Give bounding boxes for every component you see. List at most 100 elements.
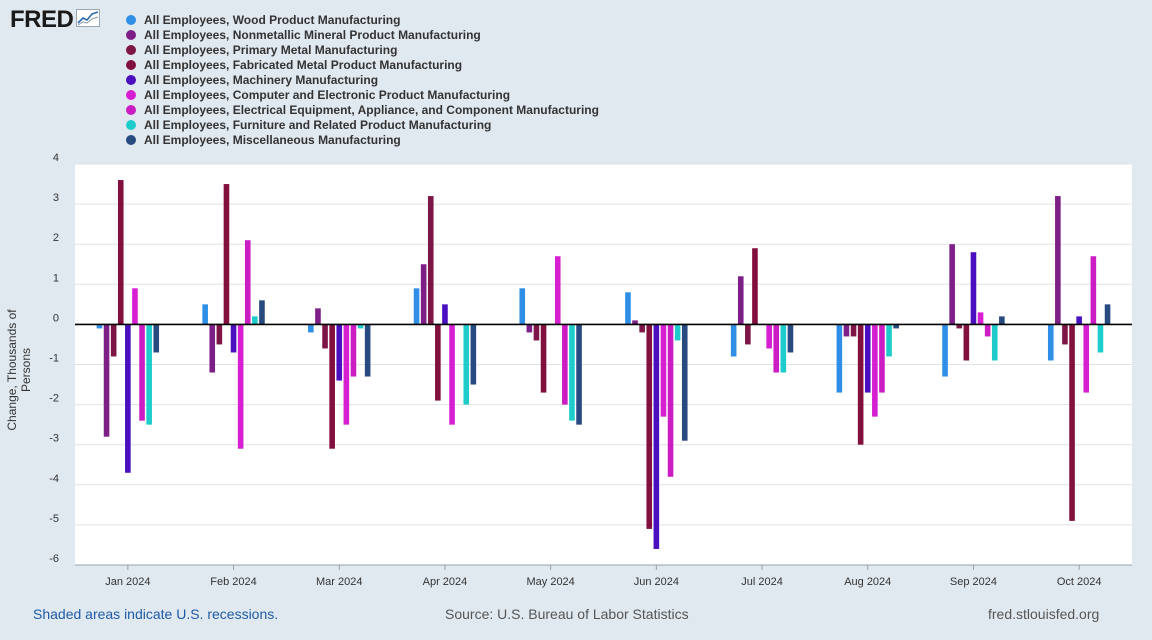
legend-item[interactable]: All Employees, Electrical Equipment, App… xyxy=(126,102,599,117)
legend-label: All Employees, Nonmetallic Mineral Produ… xyxy=(144,27,481,42)
bar xyxy=(413,288,420,325)
bar xyxy=(942,324,948,377)
bar xyxy=(1055,196,1061,325)
bar xyxy=(237,324,244,449)
bar xyxy=(625,292,631,325)
bar xyxy=(252,316,258,325)
bar xyxy=(653,324,660,549)
bar xyxy=(843,324,850,337)
site-url[interactable]: fred.stlouisfed.org xyxy=(988,606,1100,622)
bar xyxy=(667,324,674,477)
legend-item[interactable]: All Employees, Furniture and Related Pro… xyxy=(126,117,599,132)
bar xyxy=(893,324,899,329)
bar xyxy=(836,324,843,393)
x-tick-label: Feb 2024 xyxy=(210,576,256,588)
legend-item[interactable]: All Employees, Primary Metal Manufacturi… xyxy=(126,42,599,57)
legend-label: All Employees, Electrical Equipment, App… xyxy=(144,102,599,117)
fred-line-chart-icon xyxy=(76,6,101,34)
bar xyxy=(970,252,977,325)
bar xyxy=(202,304,208,325)
bar xyxy=(315,308,321,325)
bar xyxy=(519,288,526,325)
bar xyxy=(322,324,328,349)
y-tick-label: 1 xyxy=(53,272,59,284)
legend-item[interactable]: All Employees, Wood Product Manufacturin… xyxy=(126,12,599,27)
bar xyxy=(569,324,575,421)
y-tick-label: 3 xyxy=(53,192,59,204)
bar xyxy=(963,324,970,361)
bar xyxy=(442,304,448,325)
bar xyxy=(230,324,237,353)
legend-label: All Employees, Machinery Manufacturing xyxy=(144,72,379,87)
fred-logo-text: FRED xyxy=(10,6,74,33)
x-tick-label: Jul 2024 xyxy=(741,576,783,588)
fred-logo[interactable]: FRED xyxy=(10,6,101,34)
bar xyxy=(956,324,963,329)
bar xyxy=(1076,316,1082,325)
bar xyxy=(576,324,582,425)
x-tick-label: Sep 2024 xyxy=(950,576,997,588)
bar xyxy=(110,324,117,357)
bar xyxy=(364,324,371,377)
bar xyxy=(1104,304,1111,325)
bar xyxy=(752,248,758,325)
legend-label: All Employees, Wood Product Manufacturin… xyxy=(144,12,401,27)
bar xyxy=(1069,324,1075,521)
legend-label: All Employees, Fabricated Metal Product … xyxy=(144,57,463,72)
legend-label: All Employees, Furniture and Related Pro… xyxy=(144,117,492,132)
x-tick-label: Jun 2024 xyxy=(634,576,679,588)
bar xyxy=(1047,324,1054,361)
x-tick-label: Aug 2024 xyxy=(844,576,891,588)
y-tick-label: 4 xyxy=(53,152,59,164)
x-tick-label: Jan 2024 xyxy=(105,576,150,588)
y-tick-label: -4 xyxy=(49,473,59,485)
y-tick-label: 0 xyxy=(53,312,59,324)
bar xyxy=(639,324,645,333)
bar xyxy=(153,324,160,353)
bar xyxy=(787,324,794,353)
bar xyxy=(329,324,335,449)
bar xyxy=(244,240,251,325)
bar xyxy=(259,300,265,325)
legend-swatch xyxy=(126,104,136,115)
legend-item[interactable]: All Employees, Miscellaneous Manufacturi… xyxy=(126,132,599,147)
bar xyxy=(674,324,681,341)
bar xyxy=(357,324,364,329)
bar xyxy=(336,324,343,381)
y-tick-label: 2 xyxy=(53,232,59,244)
bar xyxy=(540,324,547,393)
bar xyxy=(857,324,864,445)
legend-item[interactable]: All Employees, Machinery Manufacturing xyxy=(126,72,599,87)
bar xyxy=(646,324,653,529)
bar xyxy=(554,256,561,325)
bar xyxy=(209,324,216,373)
legend-item[interactable]: All Employees, Computer and Electronic P… xyxy=(126,87,599,102)
bar xyxy=(745,324,751,345)
bar xyxy=(949,244,955,325)
legend-label: All Employees, Computer and Electronic P… xyxy=(144,87,511,102)
bar xyxy=(350,324,357,377)
bar xyxy=(984,324,991,337)
bar xyxy=(449,324,455,425)
legend-item[interactable]: All Employees, Fabricated Metal Product … xyxy=(126,57,599,72)
bar xyxy=(132,288,138,325)
bar xyxy=(308,324,314,333)
legend-swatch xyxy=(126,14,136,25)
bar xyxy=(999,316,1005,325)
bar xyxy=(420,264,427,325)
bar xyxy=(766,324,772,349)
bar xyxy=(872,324,878,417)
legend-swatch xyxy=(126,59,136,70)
legend-item[interactable]: All Employees, Nonmetallic Mineral Produ… xyxy=(126,27,599,42)
x-tick-label: Apr 2024 xyxy=(423,576,468,588)
bar xyxy=(427,196,434,325)
bar xyxy=(125,324,131,473)
bar xyxy=(977,312,984,325)
x-tick-label: Mar 2024 xyxy=(316,576,362,588)
bar xyxy=(117,180,124,325)
x-tick-label: May 2024 xyxy=(526,576,574,588)
bar xyxy=(1090,256,1097,325)
recession-note-link[interactable]: Shaded areas indicate U.S. recessions. xyxy=(33,606,279,622)
bar xyxy=(103,324,110,437)
